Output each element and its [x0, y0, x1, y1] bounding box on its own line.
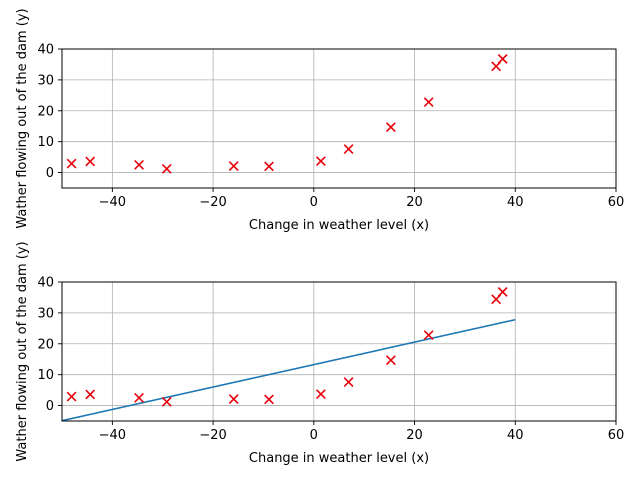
- x-tick-label: 0: [310, 428, 318, 443]
- data-point-marker: [343, 377, 354, 388]
- axes-frame: [61, 281, 617, 422]
- marker-stroke: [497, 286, 508, 297]
- x-tick-label: 20: [406, 428, 423, 443]
- data-point-marker: [85, 389, 96, 400]
- data-point-marker: [423, 330, 434, 341]
- y-tick-label: 10: [37, 135, 54, 150]
- marker-stroke: [343, 377, 354, 388]
- data-point-marker: [228, 161, 239, 172]
- y-tick-label: 0: [46, 399, 54, 414]
- x-tick-label: 40: [507, 195, 524, 210]
- x-tick-label: 40: [507, 428, 524, 443]
- marker-stroke: [85, 389, 96, 400]
- bottom-scatter-fit-chart: −40 −20 0 20 40 60 0 10 20 30 40 Change in weather …: [15, 241, 624, 466]
- marker-stroke: [423, 97, 434, 108]
- x-axis-label: Change in weather level (x): [249, 451, 429, 466]
- marker-stroke: [161, 163, 172, 174]
- marker-stroke: [134, 159, 144, 170]
- y-axis-label: Wather flowing out of the dam (y): [15, 8, 30, 228]
- y-axis-label: Wather flowing out of the dam (y): [15, 241, 30, 461]
- data-point-marker: [497, 53, 508, 64]
- y-tick-label: 20: [37, 337, 54, 352]
- x-tick-label: −20: [199, 195, 226, 210]
- y-tick-label: 20: [37, 104, 54, 119]
- x-tick-label: 60: [608, 428, 625, 443]
- data-point-marker: [264, 161, 274, 172]
- data-point-marker: [491, 294, 502, 305]
- marker-stroke: [343, 144, 354, 155]
- data-point-marker: [134, 159, 144, 170]
- y-tick-label: 30: [37, 73, 54, 88]
- marker-stroke: [497, 53, 508, 64]
- y-tick-label: 40: [37, 43, 54, 58]
- data-point-marker: [66, 391, 77, 402]
- x-tick-label: −40: [99, 195, 126, 210]
- marker-stroke: [264, 161, 274, 172]
- marker-stroke: [134, 392, 144, 403]
- marker-stroke: [161, 396, 172, 407]
- marker-stroke: [66, 158, 77, 169]
- data-point-marker: [66, 158, 77, 169]
- marker-stroke: [228, 394, 239, 405]
- x-tick-label: −40: [99, 428, 126, 443]
- y-tick-label: 30: [37, 306, 54, 321]
- marker-stroke: [315, 389, 326, 400]
- marker-stroke: [385, 355, 396, 366]
- data-point-marker: [497, 286, 508, 297]
- data-point-marker: [161, 396, 172, 407]
- marker-stroke: [423, 330, 434, 341]
- marker-stroke: [315, 156, 326, 167]
- marker-stroke: [228, 161, 239, 172]
- data-point-marker: [315, 389, 326, 400]
- data-point-marker: [385, 355, 396, 366]
- y-tick-label: 0: [46, 166, 54, 181]
- data-point-marker: [423, 97, 434, 108]
- data-point-marker: [264, 394, 274, 405]
- fit-line: [62, 318, 516, 421]
- data-point-marker: [385, 122, 396, 133]
- axes-frame: [61, 48, 617, 189]
- data-point-marker: [315, 156, 326, 167]
- x-tick-label: 20: [406, 195, 423, 210]
- marker-stroke: [491, 61, 502, 72]
- x-tick-label: 0: [310, 195, 318, 210]
- data-point-marker: [161, 163, 172, 174]
- y-tick-label: 40: [37, 276, 54, 291]
- y-tick-label: 10: [37, 368, 54, 383]
- marker-stroke: [491, 294, 502, 305]
- data-point-marker: [134, 392, 144, 403]
- marker-stroke: [85, 156, 96, 167]
- marker-stroke: [264, 394, 274, 405]
- marker-stroke: [66, 391, 77, 402]
- data-point-marker: [85, 156, 96, 167]
- data-point-marker: [343, 144, 354, 155]
- x-tick-label: −20: [199, 428, 226, 443]
- x-axis-label: Change in weather level (x): [249, 218, 429, 233]
- data-point-marker: [228, 394, 239, 405]
- x-tick-label: 60: [608, 195, 625, 210]
- data-point-marker: [491, 61, 502, 72]
- top-scatter-chart: −40 −20 0 20 40 60 0 10 20 30 40 Change in weather …: [15, 8, 624, 233]
- marker-stroke: [385, 122, 396, 133]
